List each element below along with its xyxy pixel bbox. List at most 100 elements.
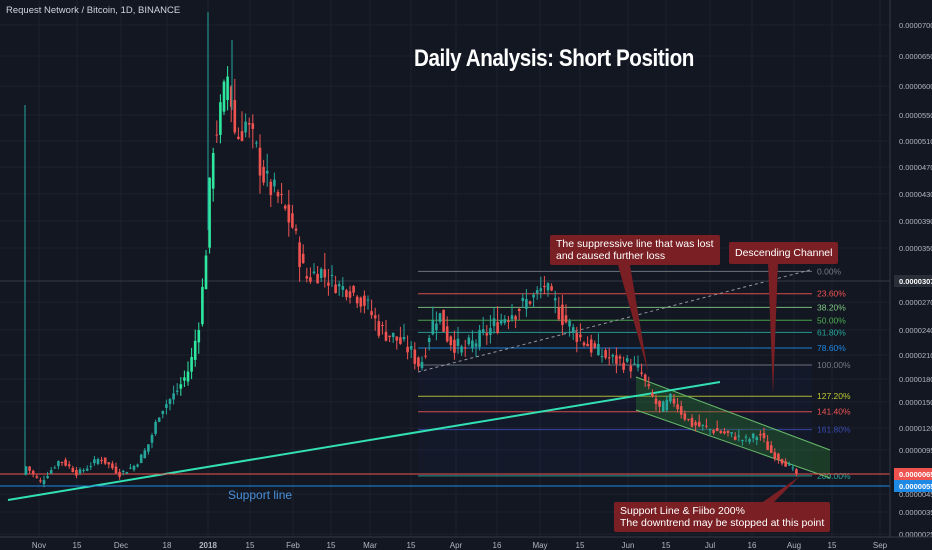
candle-body bbox=[355, 296, 359, 304]
candle-body bbox=[795, 469, 798, 474]
candle-body bbox=[60, 461, 64, 463]
time-tick-label: Jul bbox=[705, 541, 715, 550]
candle-body bbox=[190, 357, 193, 372]
fib-level-label: 127.20% bbox=[817, 391, 851, 401]
support-line-label: Support line bbox=[228, 488, 293, 502]
price-marker-label: 0.00003070 bbox=[899, 277, 932, 286]
candle-body bbox=[147, 444, 150, 452]
candle-body bbox=[463, 347, 467, 349]
price-tick-label: 0.00001200 bbox=[899, 424, 932, 433]
candle-body bbox=[165, 404, 168, 408]
candle-body bbox=[283, 205, 287, 209]
candle-body bbox=[456, 338, 460, 346]
candle-body bbox=[611, 354, 615, 357]
candle-body bbox=[75, 469, 78, 476]
candle-body bbox=[643, 374, 647, 381]
price-tick-label: 0.00003900 bbox=[899, 217, 932, 226]
fib-level-label: 161.80% bbox=[817, 425, 851, 435]
candle-body bbox=[276, 192, 280, 197]
price-tick-label: 0.00004300 bbox=[899, 190, 932, 199]
candle-body bbox=[49, 470, 53, 474]
price-tick-label: 0.00000250 bbox=[899, 530, 932, 539]
candle-body bbox=[579, 334, 582, 338]
candle-body bbox=[780, 459, 784, 464]
chart-grid bbox=[0, 0, 890, 537]
candle-body bbox=[460, 346, 463, 353]
suppressive-pointer bbox=[618, 265, 648, 372]
candle-body bbox=[564, 315, 568, 323]
candle-body bbox=[35, 476, 39, 478]
candle-body bbox=[370, 311, 373, 316]
candle-body bbox=[723, 431, 726, 434]
price-tick-label: 0.00001500 bbox=[899, 398, 932, 407]
candle-body bbox=[478, 330, 481, 347]
candle-body bbox=[255, 142, 258, 144]
candle-body bbox=[345, 290, 348, 298]
candle-body bbox=[111, 463, 114, 469]
candle-body bbox=[499, 319, 503, 324]
candle-body bbox=[741, 440, 744, 442]
note-line-2: and caused further loss bbox=[556, 250, 666, 262]
time-tick-label: Feb bbox=[286, 541, 300, 550]
candle-body bbox=[755, 437, 759, 441]
candle-body bbox=[39, 480, 42, 482]
candle-body bbox=[737, 435, 741, 437]
time-tick-label: Jun bbox=[622, 541, 635, 550]
candle-body bbox=[301, 253, 305, 264]
time-tick-label: Apr bbox=[450, 541, 463, 550]
trend-lines bbox=[0, 105, 890, 501]
candle-body bbox=[237, 136, 240, 140]
candle-body bbox=[114, 466, 118, 474]
candle-body bbox=[629, 365, 633, 372]
time-tick-label: Dec bbox=[114, 541, 128, 550]
candle-body bbox=[733, 436, 737, 440]
candle-body bbox=[543, 285, 546, 288]
channel-pointer bbox=[768, 262, 778, 395]
price-tick-label: 0.00002400 bbox=[899, 326, 932, 335]
candle-body bbox=[330, 274, 334, 276]
support-fibo-note: Support Line & Fiibo 200% The downtrend … bbox=[614, 502, 831, 532]
candle-body bbox=[247, 123, 251, 125]
candle-body bbox=[82, 470, 85, 472]
channel-lower-edge bbox=[635, 409, 831, 479]
candle-body bbox=[582, 342, 586, 346]
candle-body bbox=[100, 459, 103, 462]
candle-body bbox=[132, 465, 136, 470]
candle-body bbox=[244, 121, 247, 133]
candle-body bbox=[503, 319, 507, 323]
candle-body bbox=[633, 363, 636, 365]
time-tick-label: 15 bbox=[576, 541, 585, 550]
candle-body bbox=[240, 131, 244, 141]
annotation-pointers bbox=[618, 262, 800, 504]
candle-body bbox=[258, 147, 262, 176]
candle-body bbox=[622, 362, 625, 370]
candle-body bbox=[571, 327, 575, 333]
candle-body bbox=[319, 268, 323, 278]
price-tick-label: 0.00006000 bbox=[899, 82, 932, 91]
candle-body bbox=[373, 315, 377, 319]
candle-body bbox=[168, 399, 172, 404]
candle-body bbox=[384, 331, 388, 341]
price-marker-label: 0.00000657 bbox=[899, 470, 932, 479]
candle-body bbox=[453, 339, 456, 353]
candle-body bbox=[435, 323, 438, 331]
price-tick-label: 0.00005500 bbox=[899, 111, 932, 120]
descending-channel-note: Descending Channel bbox=[729, 242, 839, 264]
candle-body bbox=[445, 326, 449, 342]
candle-body bbox=[197, 330, 201, 343]
candle-body bbox=[676, 404, 679, 410]
candle-body bbox=[208, 177, 211, 248]
candle-body bbox=[762, 433, 766, 439]
candle-body bbox=[323, 269, 327, 278]
candle-body bbox=[651, 393, 654, 397]
note-line-1: The suppressive line that was lost bbox=[556, 238, 714, 250]
candle-body bbox=[431, 320, 435, 335]
candle-body bbox=[334, 284, 337, 294]
time-tick-label: 15 bbox=[828, 541, 837, 550]
candle-body bbox=[24, 466, 28, 475]
candle-body bbox=[697, 421, 701, 427]
price-marker bbox=[894, 468, 932, 480]
time-tick-label: May bbox=[532, 541, 547, 550]
support-trendline bbox=[7, 381, 721, 501]
